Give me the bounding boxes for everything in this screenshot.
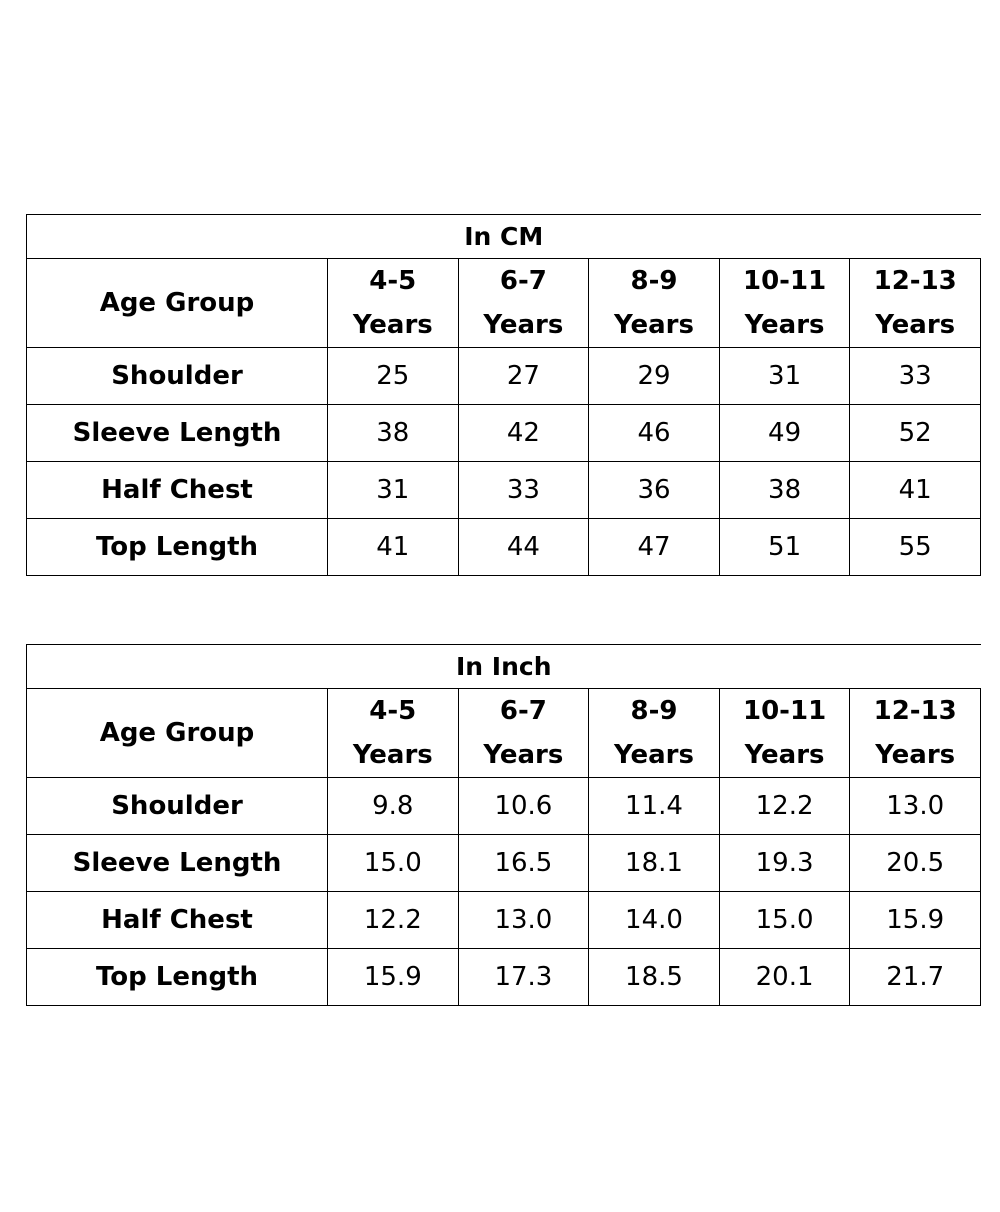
value-cell: 18.1 [588, 834, 720, 892]
age-unit: Years [875, 310, 956, 340]
age-column-header: 8-9 Years [588, 258, 720, 348]
table-title: In Inch [26, 644, 981, 689]
age-unit: Years [614, 740, 694, 770]
row-label: Half Chest [26, 461, 328, 519]
row-label: Shoulder [26, 347, 328, 405]
value-cell: 16.5 [457, 834, 590, 892]
value-cell: 15.0 [718, 891, 851, 949]
row-label: Sleeve Length [26, 834, 328, 892]
age-column-header: 4-5 Years [327, 258, 459, 348]
age-unit: Years [352, 740, 433, 770]
row-label: Top Length [26, 518, 328, 576]
age-column-header: 8-9 Years [588, 688, 720, 778]
age-range: 10-11 [743, 696, 827, 726]
table-row: Shoulder 9.8 10.6 11.4 12.2 13.0 [26, 777, 981, 835]
value-cell: 44 [457, 518, 590, 576]
age-column-header: 10-11 Years [718, 258, 851, 348]
value-cell: 25 [327, 347, 459, 405]
value-cell: 20.1 [718, 948, 851, 1006]
value-cell: 41 [327, 518, 459, 576]
row-label: Top Length [26, 948, 328, 1006]
value-cell: 11.4 [588, 777, 720, 835]
age-range: 4-5 [369, 696, 417, 726]
value-cell: 13.0 [849, 777, 981, 835]
value-cell: 33 [849, 347, 981, 405]
value-cell: 38 [327, 404, 459, 462]
age-range: 12-13 [873, 266, 957, 296]
value-cell: 19.3 [718, 834, 851, 892]
value-cell: 47 [588, 518, 720, 576]
age-column-header: 10-11 Years [718, 688, 851, 778]
age-column-header: 6-7 Years [457, 688, 590, 778]
age-range: 6-7 [499, 696, 547, 726]
value-cell: 12.2 [327, 891, 459, 949]
value-cell: 20.5 [849, 834, 981, 892]
value-cell: 15.9 [849, 891, 981, 949]
value-cell: 18.5 [588, 948, 720, 1006]
value-cell: 46 [588, 404, 720, 462]
value-cell: 55 [849, 518, 981, 576]
table-row: Shoulder 25 27 29 31 33 [26, 347, 981, 405]
value-cell: 52 [849, 404, 981, 462]
value-cell: 41 [849, 461, 981, 519]
header-row: Age Group 4-5 Years 6-7 Years 8-9 Years 10-… [26, 688, 981, 778]
age-unit: Years [483, 310, 564, 340]
value-cell: 10.6 [457, 777, 590, 835]
table-title: In CM [26, 214, 981, 259]
age-unit: Years [744, 310, 825, 340]
value-cell: 49 [718, 404, 851, 462]
age-range: 4-5 [369, 266, 417, 296]
age-unit: Years [614, 310, 694, 340]
age-group-label: Age Group [26, 258, 328, 348]
table-row: Top Length 15.9 17.3 18.5 20.1 21.7 [26, 948, 981, 1006]
value-cell: 38 [718, 461, 851, 519]
value-cell: 33 [457, 461, 590, 519]
table-row: Half Chest 12.2 13.0 14.0 15.0 15.9 [26, 891, 981, 949]
value-cell: 29 [588, 347, 720, 405]
value-cell: 13.0 [457, 891, 590, 949]
age-unit: Years [483, 740, 564, 770]
age-range: 8-9 [630, 266, 678, 296]
value-cell: 17.3 [457, 948, 590, 1006]
row-label: Half Chest [26, 891, 328, 949]
age-column-header: 12-13 Years [849, 688, 981, 778]
value-cell: 12.2 [718, 777, 851, 835]
value-cell: 15.9 [327, 948, 459, 1006]
row-label: Sleeve Length [26, 404, 328, 462]
age-column-header: 6-7 Years [457, 258, 590, 348]
age-range: 12-13 [873, 696, 957, 726]
size-table-inch: In Inch Age Group 4-5 Years 6-7 Years 8-9 Y… [26, 644, 981, 1006]
value-cell: 31 [718, 347, 851, 405]
table-row: Sleeve Length 38 42 46 49 52 [26, 404, 981, 462]
row-label: Shoulder [26, 777, 328, 835]
header-row: Age Group 4-5 Years 6-7 Years 8-9 Years 10-… [26, 258, 981, 348]
value-cell: 27 [457, 347, 590, 405]
size-table-cm: In CM Age Group 4-5 Years 6-7 Years 8-9 Yea… [26, 214, 981, 576]
table-row: Sleeve Length 15.0 16.5 18.1 19.3 20.5 [26, 834, 981, 892]
age-group-label: Age Group [26, 688, 328, 778]
age-unit: Years [352, 310, 433, 340]
value-cell: 36 [588, 461, 720, 519]
age-column-header: 4-5 Years [327, 688, 459, 778]
value-cell: 31 [327, 461, 459, 519]
table-row: Top Length 41 44 47 51 55 [26, 518, 981, 576]
age-range: 10-11 [743, 266, 827, 296]
age-unit: Years [875, 740, 956, 770]
value-cell: 9.8 [327, 777, 459, 835]
age-unit: Years [744, 740, 825, 770]
age-range: 8-9 [630, 696, 678, 726]
value-cell: 15.0 [327, 834, 459, 892]
table-row: Half Chest 31 33 36 38 41 [26, 461, 981, 519]
age-range: 6-7 [499, 266, 547, 296]
value-cell: 42 [457, 404, 590, 462]
value-cell: 14.0 [588, 891, 720, 949]
value-cell: 51 [718, 518, 851, 576]
value-cell: 21.7 [849, 948, 981, 1006]
age-column-header: 12-13 Years [849, 258, 981, 348]
